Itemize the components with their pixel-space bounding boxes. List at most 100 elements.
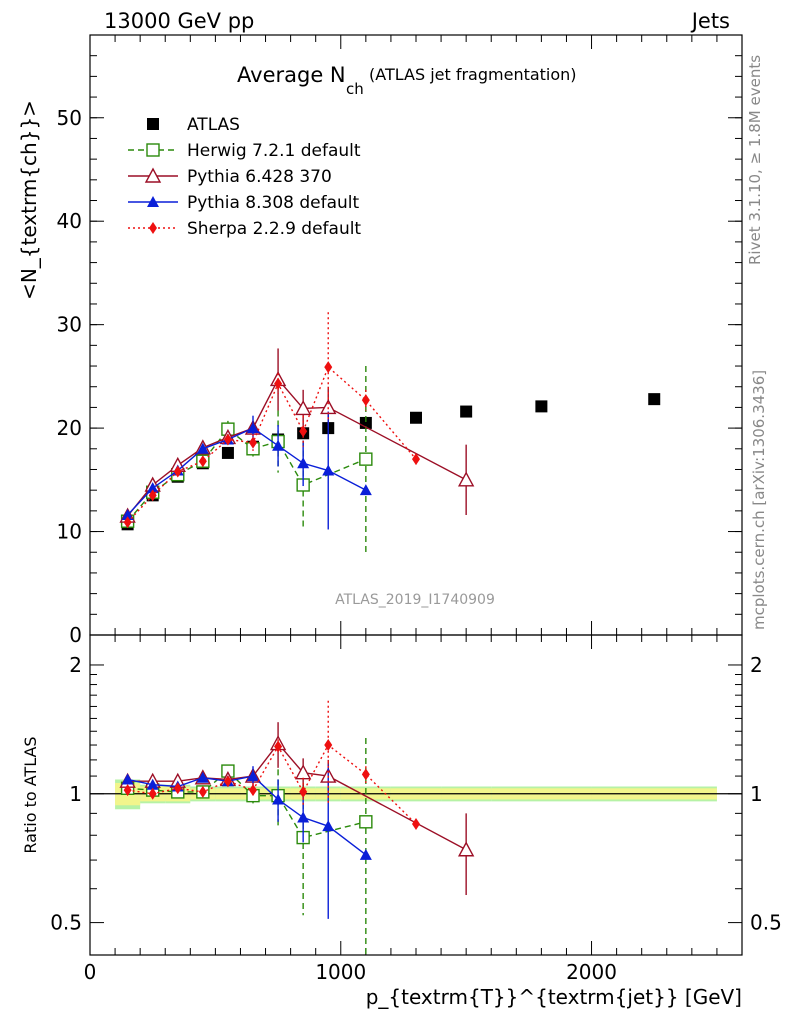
data-point <box>460 405 473 418</box>
series-pythia6 <box>119 348 475 523</box>
data-point <box>198 785 207 798</box>
data-point <box>457 471 475 487</box>
legend-marker <box>147 118 159 130</box>
y-tick-label: 20 <box>57 416 82 440</box>
data-point <box>274 377 283 390</box>
x-tick-label: 1000 <box>315 960 366 984</box>
data-point <box>272 793 285 805</box>
y-tick-label: 50 <box>57 106 82 130</box>
series-herwig <box>120 738 373 955</box>
legend-item-data: ATLAS <box>147 115 240 135</box>
data-point <box>121 773 134 785</box>
main-series-layer <box>119 312 661 553</box>
data-point <box>322 820 335 832</box>
data-point <box>361 394 370 407</box>
data-point <box>324 361 333 374</box>
data-point <box>196 771 209 783</box>
x-axis-label: p_{textrm{T}}^{textrm{jet}} [GeV] <box>366 985 742 1009</box>
data-point <box>121 509 134 520</box>
data-point <box>297 457 310 469</box>
data-point <box>361 768 370 781</box>
series-pythia8 <box>121 411 372 530</box>
data-point <box>247 422 259 434</box>
legend-marker <box>144 167 162 183</box>
plot-title-subscript: ch <box>346 80 364 98</box>
series-herwig <box>120 366 373 553</box>
data-point <box>249 436 257 449</box>
x-tick-label: 0 <box>84 960 97 984</box>
y-tick-label: 40 <box>57 209 82 233</box>
y-tick-label: 1 <box>69 782 82 806</box>
data-point <box>324 739 333 752</box>
series-line <box>127 743 417 825</box>
main-ylabel: <N_{textrm{ch}}> <box>17 100 41 300</box>
main-axis-ticks: 0 10 20 30 40 50 <box>57 34 743 647</box>
data-point <box>247 770 259 782</box>
data-point <box>412 453 420 466</box>
series-line <box>127 742 467 851</box>
data-point <box>146 482 159 494</box>
data-point <box>223 433 232 446</box>
legend-label: Pythia 6.428 370 <box>187 167 332 187</box>
y-tick-label-right: 2 <box>750 653 763 677</box>
legend-marker <box>149 222 157 234</box>
data-point <box>535 400 548 413</box>
legend-marker <box>147 196 159 207</box>
legend-item-pythia6: Pythia 6.428 370 <box>128 167 332 187</box>
legend-label: Pythia 8.308 default <box>187 193 360 213</box>
ratio-axis-ticks: 0 1000 2000 0.5 0.5 1 1 2 2 <box>50 635 782 984</box>
data-point <box>648 393 661 406</box>
main-panel: 0 10 20 30 40 50 Average N ch (ATLAS jet frag… <box>17 34 743 647</box>
series-pythia8 <box>121 764 372 919</box>
data-point <box>123 784 132 797</box>
legend-item-sherpa: Sherpa 2.2.9 default <box>128 219 361 239</box>
series-line <box>127 770 367 839</box>
legend-item-herwig: Herwig 7.2.1 default <box>128 141 361 161</box>
y-tick-label-right: 1 <box>750 782 763 806</box>
analysis-watermark: ATLAS_2019_I1740909 <box>335 592 495 608</box>
x-tick-label: 2000 <box>566 960 617 984</box>
data-point <box>412 817 420 830</box>
series-line <box>127 378 467 517</box>
legend-label: Sherpa 2.2.9 default <box>187 219 361 239</box>
legend-label: Herwig 7.2.1 default <box>187 141 361 161</box>
data-point <box>123 516 132 529</box>
data-point <box>274 740 283 753</box>
data-point <box>173 782 182 795</box>
plot-title: Average N <box>237 63 346 87</box>
data-point <box>223 775 232 788</box>
data-point <box>272 439 285 451</box>
data-point <box>294 399 312 416</box>
header-right: Jets <box>690 9 730 33</box>
legend-item-pythia8: Pythia 8.308 default <box>128 193 360 213</box>
data-point <box>359 815 373 829</box>
series-pythia6 <box>119 722 475 896</box>
data-point <box>359 848 372 860</box>
series-line <box>127 427 367 516</box>
legend-marker <box>146 143 160 157</box>
data-point <box>297 811 310 823</box>
data-point <box>410 411 422 424</box>
data-point <box>198 455 207 468</box>
header-left: 13000 GeV pp <box>104 9 254 33</box>
y-tick-label-right: 0.5 <box>750 911 782 935</box>
data-point <box>148 787 157 800</box>
legend: ATLAS Herwig 7.2.1 default Pythia 6.428 37… <box>128 115 361 239</box>
data-point <box>359 452 373 466</box>
y-tick-label: 0.5 <box>50 911 82 935</box>
ratio-series-layer <box>119 700 475 955</box>
data-point <box>359 484 372 496</box>
data-point <box>146 778 159 790</box>
plot-title-extra: (ATLAS jet fragmentation) <box>369 65 577 84</box>
data-point <box>322 464 335 476</box>
data-point <box>249 784 257 797</box>
data-point <box>299 785 308 798</box>
y-tick-label: 0 <box>69 623 82 647</box>
ratio-panel: 0 1000 2000 0.5 0.5 1 1 2 2 Ratio to ATLAS p_{te… <box>21 634 782 1009</box>
data-point <box>299 425 308 438</box>
y-tick-label: 2 <box>69 653 82 677</box>
data-point <box>221 446 234 459</box>
ratio-ylabel: Ratio to ATLAS <box>21 736 40 853</box>
data-point <box>148 489 157 502</box>
